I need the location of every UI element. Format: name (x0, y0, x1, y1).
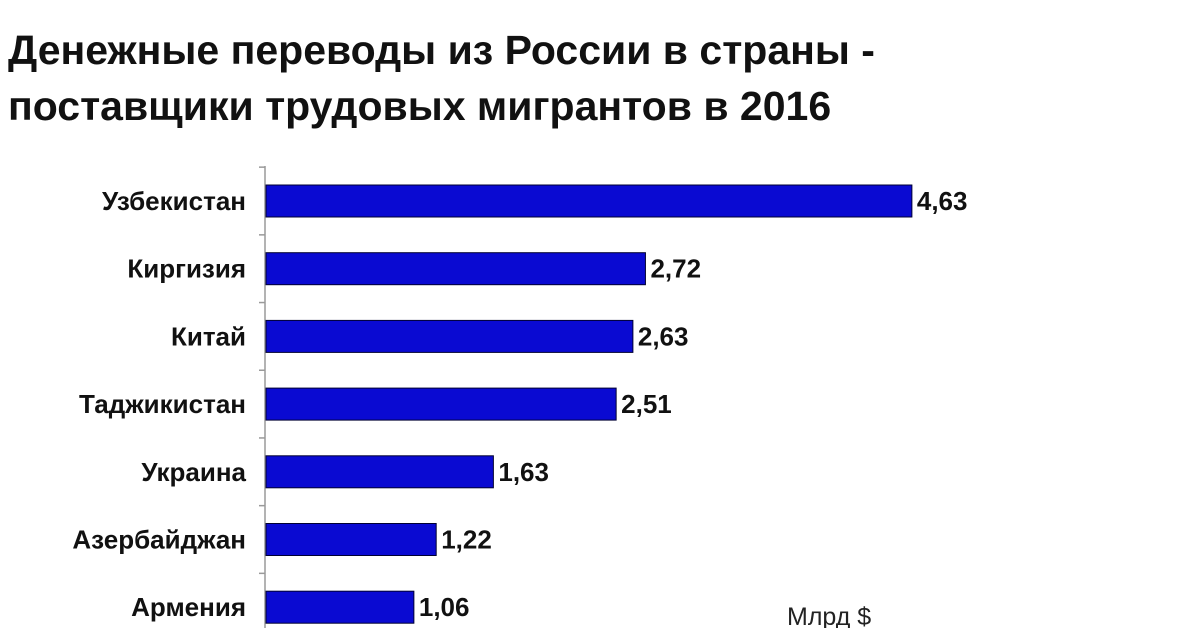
bar (265, 184, 913, 218)
category-label: Киргизия (127, 254, 246, 284)
bar (265, 455, 494, 489)
category-label: Узбекистан (102, 186, 246, 216)
unit-label: Млрд $ (787, 603, 871, 628)
labels-layer: Узбекистан 4,63 Киргизия 2,72 Китай 2,63 Таджи… (72, 186, 967, 622)
category-label: Армения (131, 592, 246, 622)
bar (265, 319, 634, 353)
bar (265, 252, 646, 286)
bar (265, 590, 415, 624)
category-label: Азербайджан (72, 525, 246, 555)
axis-layer (259, 166, 266, 628)
value-label: 2,51 (621, 389, 672, 419)
value-label: 1,22 (441, 525, 492, 555)
value-label: 2,63 (638, 321, 689, 351)
chart-title-line-2: поставщики трудовых мигрантов в 2016 (8, 83, 832, 129)
chart-title: Денежные переводы из России в страны - п… (8, 22, 1188, 134)
value-label: 1,06 (419, 592, 470, 622)
bar (265, 387, 617, 421)
category-label: Украина (141, 457, 246, 487)
category-label: Китай (171, 321, 246, 351)
value-label: 2,72 (650, 254, 701, 284)
category-label: Таджикистан (79, 389, 246, 419)
bars-layer (265, 184, 913, 624)
value-label: 4,63 (917, 186, 968, 216)
bar (265, 523, 437, 556)
chart-title-line-1: Денежные переводы из России в страны - (8, 27, 875, 73)
value-label: 1,63 (498, 457, 549, 487)
